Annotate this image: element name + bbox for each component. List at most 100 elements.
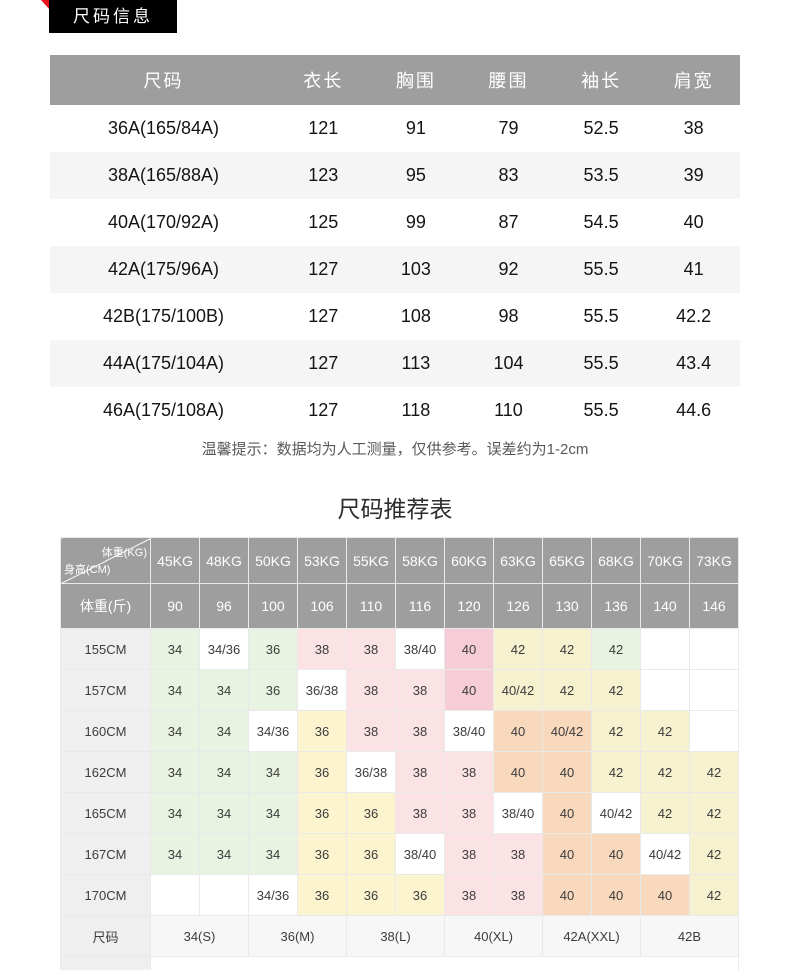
measure-value-cell: 39	[647, 152, 740, 199]
recommend-size-cell	[640, 669, 690, 711]
recommend-size-cell: 38	[395, 792, 445, 834]
recommend-size-cell: 34	[150, 792, 200, 834]
measure-value-cell: 55.5	[554, 246, 648, 293]
weight-kg-header-row: 体重(KG) 身高(CM) 45KG 48KG 50KG 53KG 55KG 58KG 60…	[60, 537, 739, 584]
measure-value-cell: 103	[369, 246, 463, 293]
size-table-header-cell: 尺码	[50, 55, 277, 105]
weight-kg-header-cell: 50KG	[248, 537, 298, 584]
recommend-size-cell: 40	[542, 833, 592, 875]
recommend-size-cell: 36/38	[346, 751, 396, 793]
weight-jin-value-cell: 96	[199, 583, 249, 629]
measure-value-cell: 55.5	[583, 400, 619, 420]
recommend-size-cell: 40	[493, 751, 543, 793]
recommend-size-cell	[689, 710, 739, 752]
weight-jin-value-cell: 126	[493, 583, 543, 629]
recommend-size-cell: 42	[493, 628, 543, 670]
height-label-cell: 167CM	[60, 833, 151, 875]
size-label-cell: 36A(165/84A)	[107, 118, 220, 138]
measure-value-cell: 83	[462, 152, 555, 199]
recommend-size-cell: 42	[542, 669, 592, 711]
recommend-size-cell: 40	[493, 710, 543, 752]
recommend-footer-row: 尺码 34(S) 36(M) 38(L) 40(XL) 42A(XXL) 42B	[60, 915, 739, 957]
recommend-size-cell: 40	[542, 874, 592, 916]
recommend-size-cell: 38/40	[395, 833, 445, 875]
measure-value-cell: 99	[405, 212, 426, 232]
measure-value-cell: 40	[683, 212, 704, 232]
recommend-size-cell: 38	[444, 792, 494, 834]
measure-value-cell: 127	[277, 246, 370, 293]
weight-kg-header-cell: 60KG	[444, 537, 494, 584]
measure-value-cell: 125	[308, 212, 339, 232]
recommend-size-cell: 40	[444, 628, 494, 670]
measure-value-cell: 43.4	[647, 340, 740, 387]
recommend-size-cell: 34/36	[248, 874, 298, 916]
corner-height-label: 身高(CM)	[64, 564, 111, 576]
height-label-cell: 170CM	[60, 874, 151, 916]
recommend-size-cell: 34	[248, 833, 298, 875]
recommend-size-cell: 34	[150, 710, 200, 752]
recommend-size-cell: 34/36	[199, 628, 249, 670]
recommend-size-cell: 42	[689, 751, 739, 793]
recommend-size-cell: 36	[248, 669, 298, 711]
height-label-cell: 155CM	[60, 628, 151, 670]
size-measure-table: 尺码 衣长 胸围 腰围 袖长 肩宽 36A(165/84A) 121 91 79 52.5 38 38…	[50, 55, 740, 434]
weight-kg-header-cell: 58KG	[395, 537, 445, 584]
weight-kg-header-cell: 55KG	[346, 537, 396, 584]
height-label-cell: 157CM	[60, 669, 151, 711]
weight-jin-value-cell: 136	[591, 583, 641, 629]
recommend-size-cell: 34	[150, 833, 200, 875]
recommend-size-cell: 34	[248, 792, 298, 834]
weight-jin-value-cell: 116	[395, 583, 445, 629]
recommend-size-cell: 38	[346, 710, 396, 752]
measure-value-cell: 41	[647, 246, 740, 293]
recommend-size-cell: 34	[199, 669, 249, 711]
recommend-body: 155CM 34 34/36 36 38 38 38/40 40 42 42 42 157CM 34 34…	[60, 628, 739, 970]
ribbon-fold-icon	[41, 0, 50, 10]
corner-diagonal-cell: 体重(KG) 身高(CM)	[60, 537, 151, 584]
measure-value-cell: 55.5	[554, 340, 648, 387]
recommend-size-cell: 38	[395, 669, 445, 711]
size-table-row: 46A(175/108A) 127 118 110 55.5 44.6	[50, 387, 740, 434]
size-table-header-cell: 胸围	[369, 55, 463, 105]
partial-clipped-row	[60, 956, 739, 970]
partial-row-label	[60, 956, 151, 970]
measure-value-cell: 118	[401, 400, 431, 420]
measure-value-cell: 98	[498, 306, 519, 326]
weight-kg-header-cell: 45KG	[150, 537, 200, 584]
recommend-size-cell: 36	[297, 710, 347, 752]
recommend-size-cell: 40/42	[591, 792, 641, 834]
measure-value-cell: 54.5	[583, 212, 619, 232]
recommend-size-cell: 36	[297, 874, 347, 916]
weight-kg-header-cell: 73KG	[689, 537, 739, 584]
measure-value-cell: 91	[405, 118, 426, 138]
footer-size-group-cell: 40(XL)	[444, 915, 543, 957]
recommend-size-cell: 34/36	[248, 710, 298, 752]
height-label-cell: 165CM	[60, 792, 151, 834]
recommend-size-cell: 34	[150, 751, 200, 793]
footer-size-group-cell: 36(M)	[248, 915, 347, 957]
weight-jin-value-cell: 90	[150, 583, 200, 629]
footer-size-group-cell: 38(L)	[346, 915, 445, 957]
weight-jin-value-cell: 120	[444, 583, 494, 629]
size-table-body: 36A(165/84A) 121 91 79 52.5 38 38A(165/88A) 123…	[50, 105, 740, 434]
partial-row-cells	[150, 956, 739, 970]
size-label-cell: 40A(170/92A)	[107, 212, 220, 232]
weight-jin-header-row: 体重(斤) 90 96 100 106 110 116 120 126 130 136 140 146	[60, 583, 739, 629]
size-table-header-cell: 肩宽	[647, 55, 740, 105]
size-table-row: 40A(170/92A) 125 99 87 54.5 40	[50, 199, 740, 246]
measure-value-cell: 42.2	[676, 306, 712, 326]
recommend-size-cell: 40	[591, 833, 641, 875]
recommend-row: 162CM 34 34 34 36 36/38 38 38 40 40 42 42 42	[60, 751, 739, 793]
recommend-row: 157CM 34 34 36 36/38 38 38 40 40/42 42 42	[60, 669, 739, 711]
weight-jin-value-cell: 146	[689, 583, 739, 629]
recommend-size-cell: 38	[297, 628, 347, 670]
size-label-cell: 46A(175/108A)	[102, 400, 225, 420]
recommend-size-cell: 42	[542, 628, 592, 670]
size-table-header-cell: 衣长	[277, 55, 370, 105]
recommend-size-cell: 36	[297, 751, 347, 793]
recommend-size-cell: 40	[444, 669, 494, 711]
measure-value-cell: 92	[462, 246, 555, 293]
recommend-size-cell: 36	[297, 833, 347, 875]
recommend-row: 155CM 34 34/36 36 38 38 38/40 40 42 42 42	[60, 628, 739, 670]
